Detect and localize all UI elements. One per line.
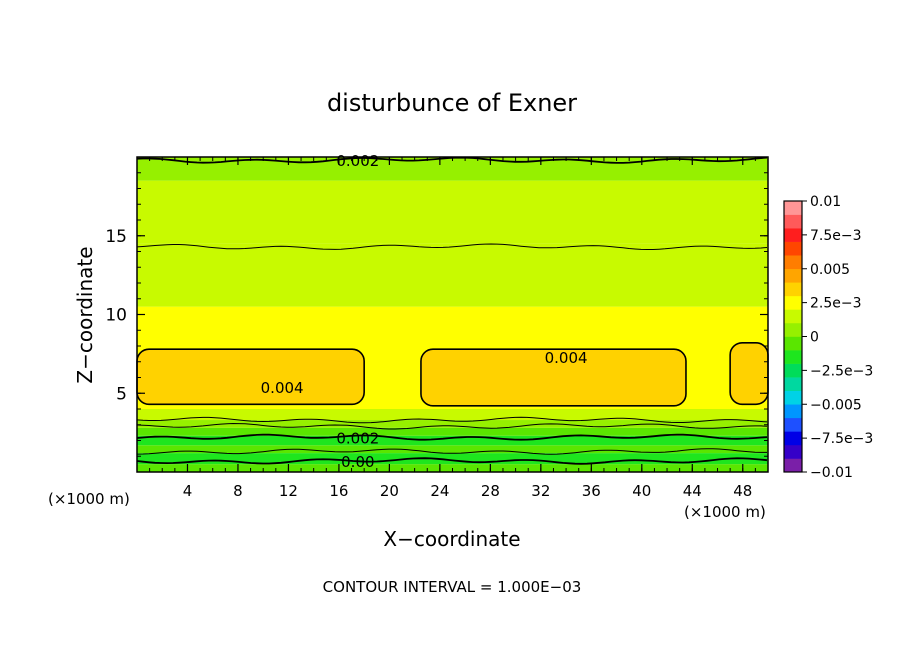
- band-3: [137, 435, 768, 446]
- contour-line-3: [136, 422, 768, 430]
- x-tick-label-10: 44: [683, 482, 702, 500]
- region-1: [420, 348, 687, 407]
- contour-label-0: 0.00: [341, 453, 374, 471]
- colorbar-tick-label-0: 0.01: [810, 194, 841, 210]
- contour-interval-note: CONTOUR INTERVAL = 1.000E−03: [323, 578, 582, 596]
- y-axis-label: Z−coordinate: [73, 246, 97, 383]
- colorbar-swatch-11: [784, 309, 802, 324]
- band-5: [137, 420, 768, 428]
- contour-line-0: [136, 457, 768, 465]
- x-tick-label-4: 20: [380, 482, 399, 500]
- colorbar-swatch-12: [784, 295, 802, 310]
- x-tick-label-0: 4: [183, 482, 193, 500]
- contour-line-1: [136, 448, 767, 455]
- colorbar-swatch-5: [784, 390, 802, 405]
- colorbar-swatch-7: [784, 363, 802, 378]
- contour-label-6: 0.002: [336, 152, 379, 170]
- contour-line-4: [136, 416, 768, 424]
- x-tick-label-9: 40: [632, 482, 651, 500]
- colorbar-swatch-15: [784, 255, 802, 270]
- colorbar: 0.01 7.5e−3 0.005 2.5e−3 0 −2.5e−3 −0.005 −7.5e…: [783, 194, 873, 481]
- x-tick-label-2: 12: [279, 482, 298, 500]
- colorbar-swatch-4: [784, 404, 802, 419]
- x-tick-label-3: 16: [329, 482, 348, 500]
- colorbar-tick-label-2: 0.005: [810, 262, 850, 278]
- colorbar-swatch-2: [784, 431, 802, 446]
- band-4: [137, 427, 768, 436]
- colorbar-swatch-0: [784, 458, 802, 473]
- region-2: [729, 342, 769, 406]
- x-tick-label-8: 36: [582, 482, 601, 500]
- colorbar-tick-label-6: −0.005: [810, 397, 862, 413]
- chart-title: disturbunce of Exner: [327, 89, 577, 117]
- region-label-1: 0.004: [545, 349, 588, 367]
- colorbar-swatch-6: [784, 377, 802, 391]
- contour-label-2: 0.002: [336, 429, 379, 447]
- band-8: [137, 243, 768, 307]
- x-tick-label-1: 8: [233, 482, 243, 500]
- colorbar-swatch-8: [784, 350, 802, 364]
- y-tick-label-2: 15: [105, 227, 127, 247]
- colorbar-tick-label-1: 7.5e−3: [810, 228, 862, 244]
- colorbar-swatch-14: [784, 268, 802, 283]
- band-9: [137, 180, 768, 244]
- region-0: [136, 348, 365, 406]
- colorbar-tick-label-7: −7.5e−3: [810, 431, 873, 447]
- colorbar-swatch-9: [784, 336, 802, 351]
- colorbar-swatch-18: [784, 214, 802, 229]
- x-tick-label-6: 28: [481, 482, 500, 500]
- band-6: [137, 409, 768, 421]
- x-axis-label: X−coordinate: [383, 527, 520, 551]
- colorbar-tick-label-8: −0.01: [810, 465, 853, 481]
- x-unit-label-right: (×1000 m): [684, 503, 766, 521]
- colorbar-swatch-19: [784, 201, 802, 215]
- region-label-0: 0.004: [261, 379, 304, 397]
- colorbar-tick-label-4: 0: [810, 330, 819, 346]
- contour-line-2: [136, 433, 768, 441]
- colorbar-swatch-3: [784, 417, 802, 432]
- x-tick-label-5: 24: [430, 482, 449, 500]
- colorbar-swatch-1: [784, 444, 802, 459]
- colorbar-swatch-16: [784, 241, 802, 256]
- contour-line-5: [136, 243, 768, 250]
- colorbar-swatch-17: [784, 228, 802, 242]
- colorbar-tick-label-3: 2.5e−3: [810, 296, 862, 312]
- x-tick-label-11: 48: [733, 482, 752, 500]
- y-tick-label-0: 5: [116, 384, 127, 404]
- colorbar-swatch-13: [784, 282, 802, 297]
- x-tick-label-7: 32: [531, 482, 550, 500]
- band-2: [137, 445, 768, 454]
- colorbar-tick-label-5: −2.5e−3: [810, 363, 873, 379]
- band-1: [137, 453, 768, 465]
- x-unit-label-left: (×1000 m): [48, 490, 130, 508]
- colorbar-swatch-10: [784, 322, 802, 337]
- y-tick-label-1: 10: [105, 306, 127, 326]
